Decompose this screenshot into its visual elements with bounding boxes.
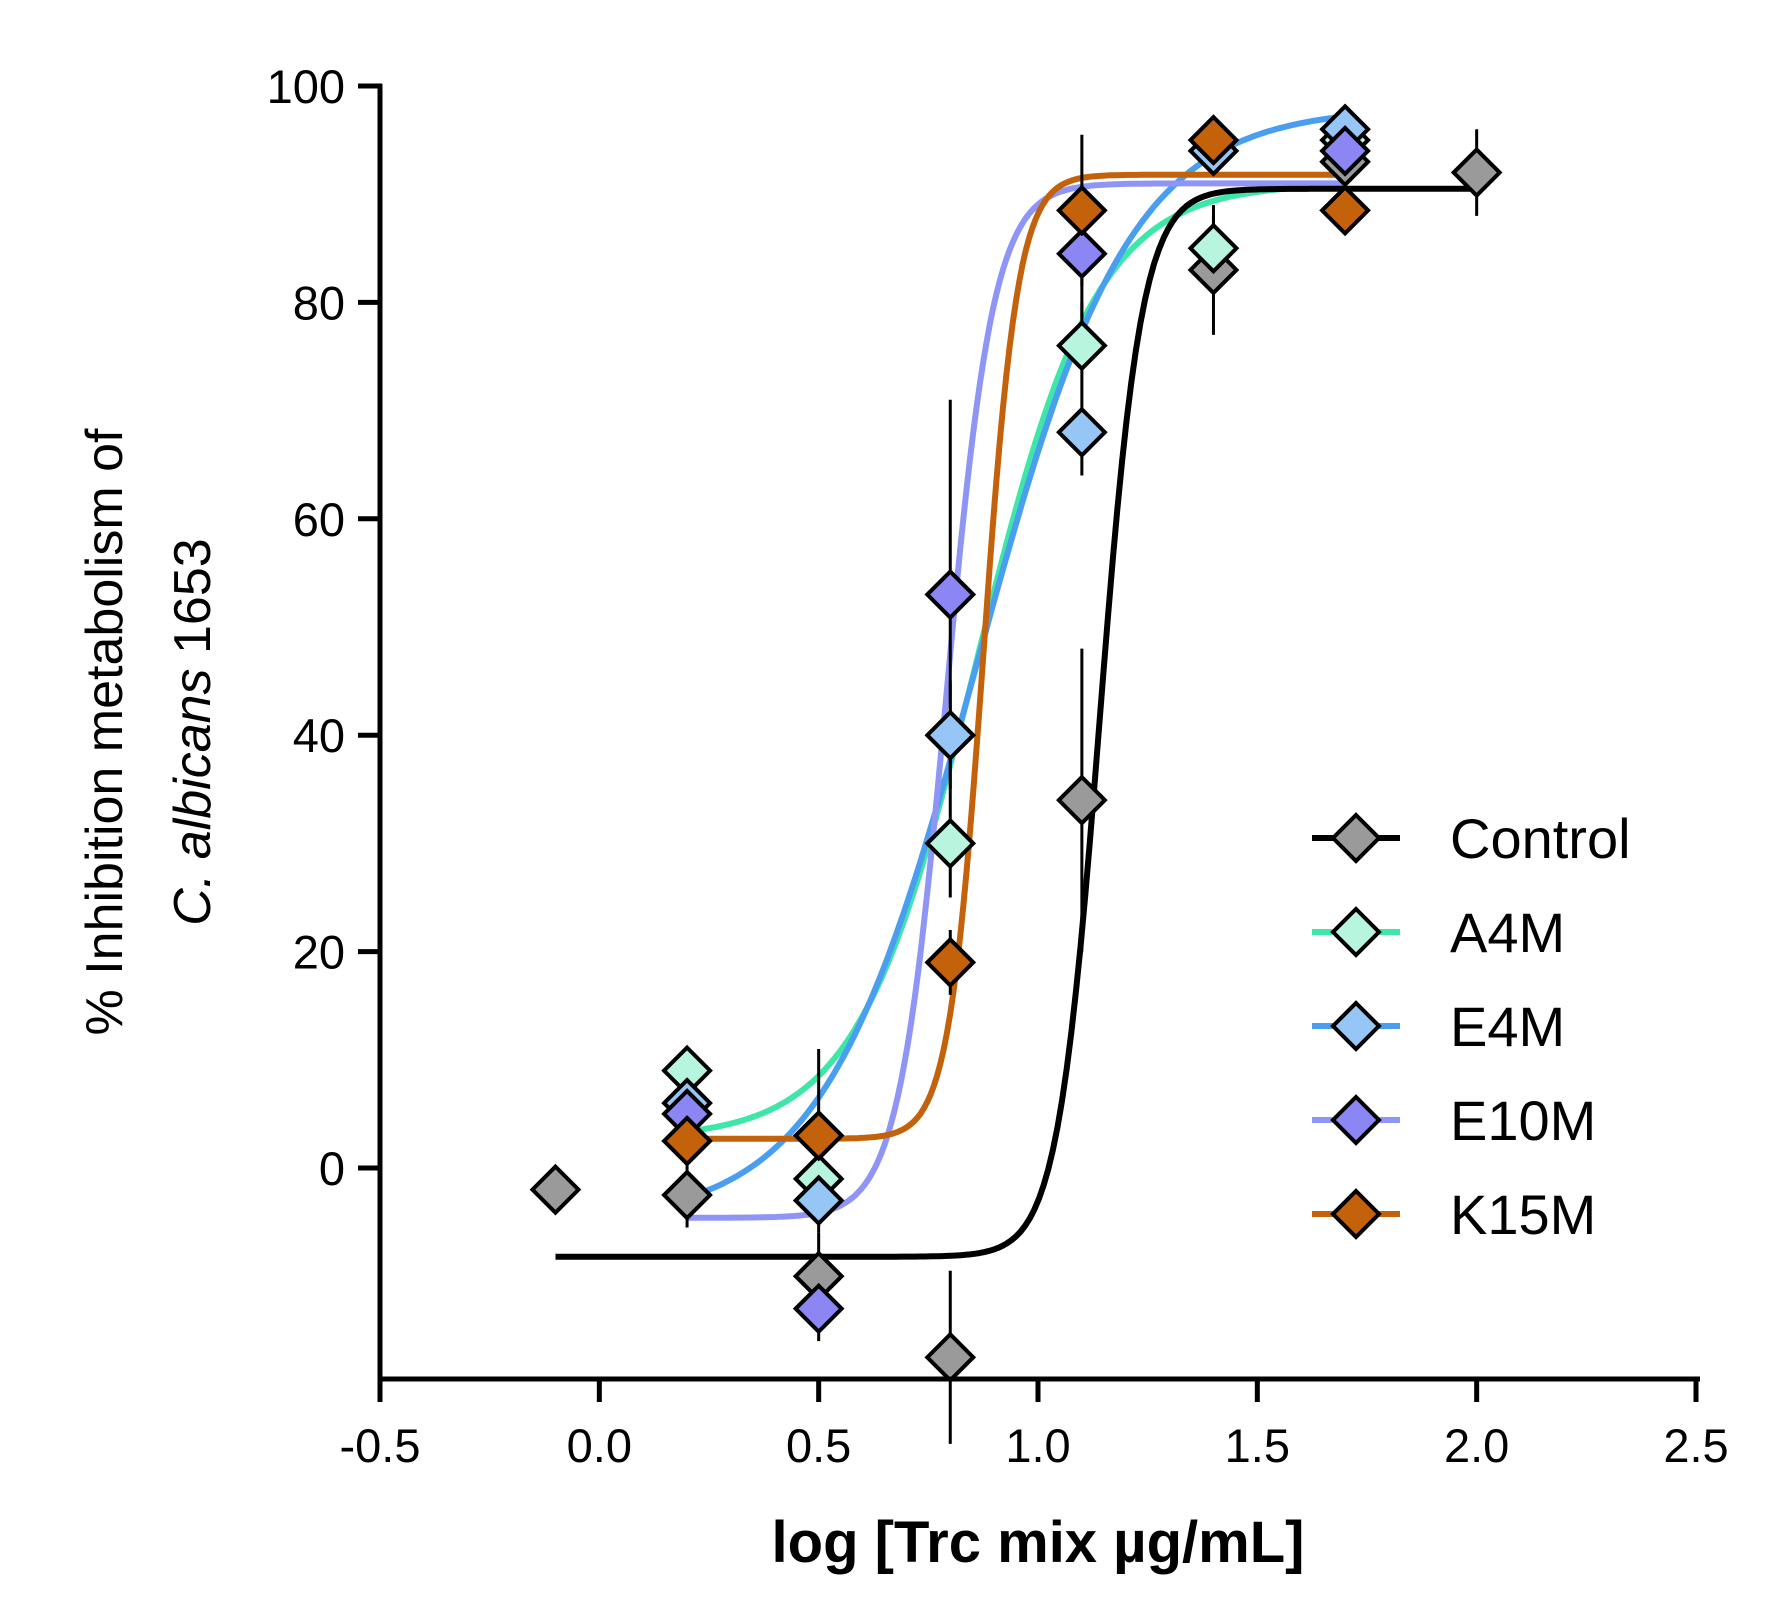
marker-a4m [1056, 319, 1108, 372]
marker-control [529, 1163, 582, 1216]
y-tick-label: 0 [319, 1142, 345, 1195]
x-tick-label: 0.5 [786, 1419, 851, 1472]
legend-marker-control [1330, 812, 1382, 864]
marker-k15m [1319, 184, 1371, 237]
fit-curve-control [555, 185, 1477, 1260]
y-tick-label: 20 [293, 926, 345, 979]
marker-a4m [1187, 222, 1240, 275]
legend-label-k15m: K15M [1450, 1183, 1596, 1246]
marker-control [661, 1169, 713, 1221]
legend-label-control: Control [1450, 807, 1631, 870]
axes: 0 20 40 60 80 100 -0.5 0.0 0.5 1.0 1.5 2.0 2.5 [267, 60, 1729, 1472]
marker-control [1450, 146, 1503, 199]
x-tick-label: 2.5 [1663, 1419, 1728, 1472]
x-tick-label: 2.0 [1444, 1419, 1509, 1472]
legend-marker-a4m [1330, 906, 1382, 958]
y-tick-label: 80 [293, 276, 345, 329]
legend-label-e10m: E10M [1450, 1089, 1596, 1152]
marker-e4m [924, 709, 977, 762]
y-tick-label: 100 [267, 60, 345, 113]
marker-k15m [1187, 114, 1240, 166]
marker-control [924, 1331, 977, 1384]
data-markers [529, 103, 1503, 1384]
marker-e10m [792, 1282, 845, 1335]
legend-marker-e10m [1330, 1094, 1382, 1146]
y-tick-label: 60 [293, 493, 345, 546]
y-axis-title-species: C. albicans [164, 668, 222, 925]
x-tick-label: 0.0 [567, 1419, 632, 1472]
x-axis-title: log [Trc mix µg/mL] [772, 1510, 1305, 1575]
legend: Control A4M E4M E10M K15M [1312, 807, 1631, 1246]
marker-e10m [1056, 227, 1108, 280]
marker-e4m [1056, 406, 1108, 459]
fit-curve-k15m [687, 171, 1346, 1142]
y-axis-title-strain: 1653 [164, 538, 222, 668]
fit-curve-e10m [687, 180, 1346, 1221]
y-tick-label: 40 [293, 709, 345, 762]
marker-e4m [792, 1174, 845, 1227]
y-ticks: 0 20 40 60 80 100 [267, 60, 382, 1195]
marker-e10m [924, 568, 977, 621]
legend-marker-k15m [1330, 1188, 1382, 1240]
fit-curve-e4m [686, 113, 1346, 1201]
marker-control [1056, 774, 1108, 826]
y-axis-title: % Inhibition metabolism of [76, 428, 134, 1036]
marker-k15m [1056, 184, 1108, 237]
x-tick-label: -0.5 [340, 1419, 421, 1472]
x-ticks: -0.5 0.0 0.5 1.0 1.5 2.0 2.5 [340, 1377, 1729, 1472]
legend-label-a4m: A4M [1450, 901, 1565, 964]
marker-k15m [924, 936, 977, 989]
fit-curve-a4m [686, 182, 1346, 1135]
y-axis-title-line2: C. albicans 1653 [164, 538, 222, 925]
marker-k15m [661, 1115, 713, 1167]
marker-a4m [924, 817, 977, 870]
legend-label-e4m: E4M [1450, 995, 1565, 1058]
legend-marker-e4m [1330, 1000, 1382, 1052]
marker-k15m [792, 1109, 845, 1162]
marker-e10m [1319, 125, 1371, 177]
x-tick-label: 1.5 [1225, 1419, 1290, 1472]
x-tick-label: 1.0 [1005, 1419, 1070, 1472]
